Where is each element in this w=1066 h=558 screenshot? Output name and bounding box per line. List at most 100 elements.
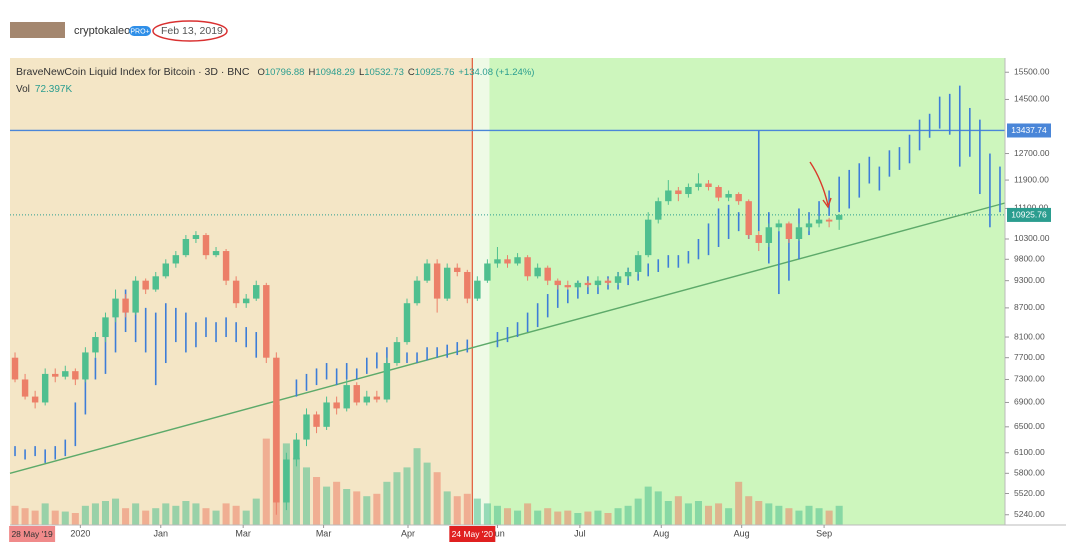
volume-bar	[393, 472, 401, 525]
candle-body	[634, 255, 642, 272]
volume-bar	[765, 503, 773, 525]
pro-badge	[129, 26, 151, 36]
volume-bar	[232, 505, 240, 525]
volume-bar	[122, 508, 130, 525]
legend-value: 10532.73	[364, 67, 404, 78]
candle-body	[232, 280, 240, 304]
volume-bar	[192, 503, 200, 525]
volume-bar	[21, 508, 29, 525]
volume-bar	[514, 510, 522, 525]
volume-bar	[644, 486, 652, 525]
volume-bar	[835, 505, 843, 525]
volume-bar	[51, 510, 59, 525]
candle-body	[202, 235, 210, 256]
candle-body	[524, 257, 531, 277]
legend-value: 10796.88	[265, 67, 305, 78]
y-tick-label: 5800.00	[1014, 468, 1045, 478]
candle-body	[604, 280, 612, 283]
volume-bar	[694, 501, 702, 525]
volume-bar	[735, 481, 743, 525]
candle-body	[11, 357, 19, 380]
volume-bar	[795, 510, 803, 525]
last-price-box	[1007, 207, 1051, 222]
volume-bar	[11, 505, 19, 525]
candle-body	[142, 280, 149, 290]
candle-body	[755, 235, 762, 243]
volume-bar	[222, 503, 230, 525]
y-tick-label: 11100.00	[1014, 203, 1048, 213]
date-label-box	[449, 526, 496, 542]
volume-bar	[61, 511, 69, 525]
volume-bar	[252, 498, 260, 525]
volume-bar	[383, 481, 391, 525]
candle-body	[574, 282, 582, 288]
username[interactable]: cryptokaleo	[74, 25, 130, 37]
annotation-arrow	[809, 161, 829, 206]
volume-bar	[493, 505, 501, 525]
candle-body	[82, 352, 89, 380]
candle-body	[464, 271, 471, 299]
volume-bar	[302, 467, 311, 525]
candle-body	[273, 357, 280, 503]
date-label-box	[9, 526, 56, 542]
y-tick-label: 6100.00	[1014, 447, 1045, 457]
volume-bar	[825, 510, 833, 525]
candle-body	[172, 255, 180, 264]
candle-body	[373, 396, 381, 400]
volume-bar	[473, 498, 481, 525]
legend-volume-key: Vol	[16, 84, 30, 95]
avatar	[10, 22, 65, 38]
y-tick-label: 5520.00	[1014, 488, 1045, 498]
y-tick-label: 12700.00	[1014, 148, 1050, 158]
volume-bar	[715, 503, 723, 525]
volume-bar	[31, 510, 39, 525]
candle-body	[102, 317, 109, 338]
candle-body	[514, 257, 521, 264]
legend-volume: Vol 72.397K	[16, 84, 72, 95]
candle-body	[644, 219, 652, 256]
volume-bar	[453, 496, 461, 525]
x-tick-label: Jun	[490, 528, 505, 538]
y-tick-label: 8100.00	[1014, 331, 1045, 341]
volume-bar	[242, 510, 250, 525]
volume-bar	[292, 457, 300, 525]
candle-body	[242, 298, 250, 304]
candle-body	[413, 280, 421, 304]
pro-badge-text: PRO+	[130, 28, 149, 35]
y-tick-label: 5240.00	[1014, 509, 1045, 519]
volume-bar	[704, 505, 713, 525]
y-tick-label: 11900.00	[1014, 174, 1049, 184]
volume-bar	[403, 467, 411, 525]
volume-bar	[413, 448, 421, 525]
x-tick-label: Mar	[316, 528, 332, 538]
volume-bar	[363, 496, 371, 525]
legend-change: +134.08 (+1.24%)	[458, 67, 534, 78]
x-tick-label: Jul	[574, 528, 586, 538]
legend-value: 10925.76	[415, 67, 455, 78]
volume-bar	[433, 472, 441, 525]
y-tick-label: 10300.00	[1014, 233, 1050, 243]
volume-bar	[443, 491, 451, 525]
x-tick-label: Apr	[401, 528, 415, 538]
volume-bar	[624, 505, 632, 525]
candle-body	[122, 298, 129, 313]
candle-body	[494, 259, 501, 264]
candle-body	[403, 303, 411, 343]
volume-bar	[132, 503, 140, 525]
last-price-label: 10925.76	[1011, 210, 1047, 220]
candle-body	[212, 251, 220, 256]
legend: BraveNewCoin Liquid Index for Bitcoin · …	[16, 66, 534, 78]
candle-body	[353, 385, 360, 403]
candle-body	[554, 280, 561, 286]
volume-bar	[564, 510, 572, 525]
candle-body	[162, 263, 169, 277]
volume-bar	[101, 501, 109, 525]
candle-body	[594, 280, 602, 286]
volume-bar	[544, 508, 552, 525]
candle-body	[263, 285, 270, 358]
date-label: 28 May '19	[11, 529, 53, 539]
volume-bar	[684, 503, 692, 525]
date-circle	[152, 20, 228, 42]
candle-body	[192, 235, 200, 239]
